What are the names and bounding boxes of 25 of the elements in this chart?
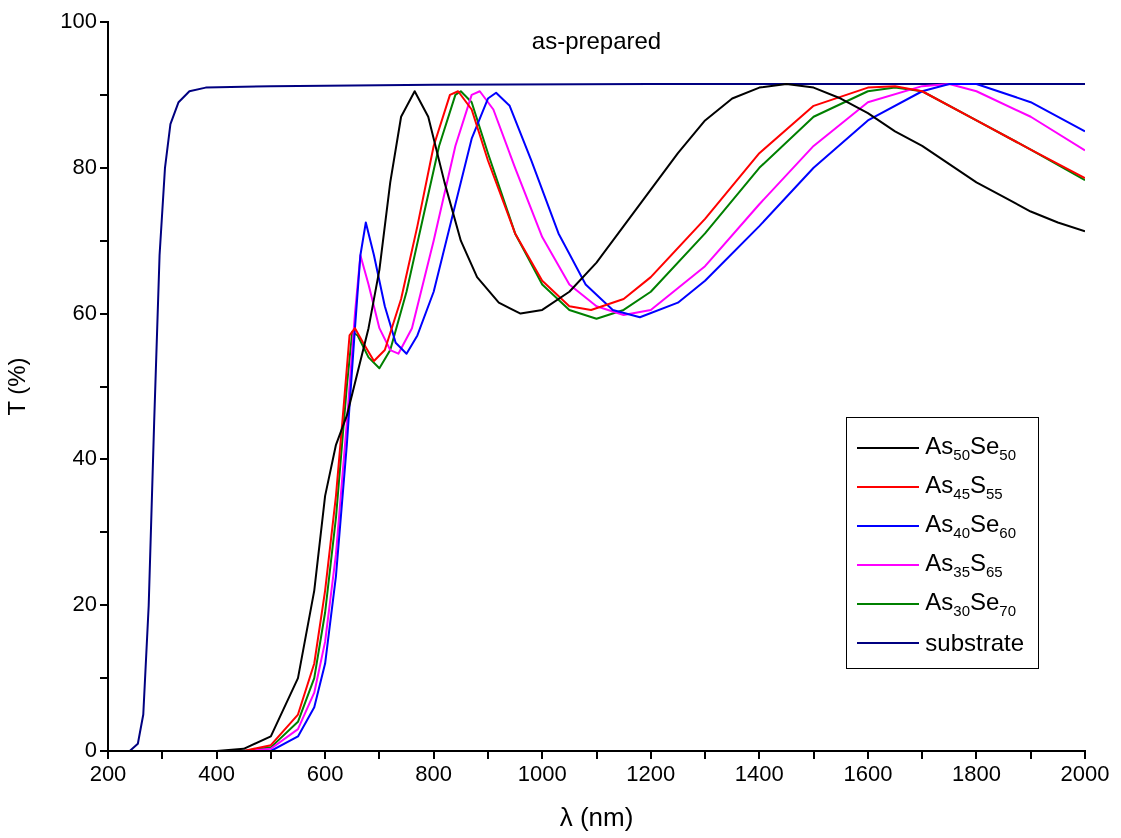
- x-tick-label: 1000: [517, 761, 567, 787]
- x-tick-label: 1400: [734, 761, 784, 787]
- legend-label: As$_{40}$Se$_{60}$: [925, 510, 1017, 541]
- x-tick-label: 400: [198, 761, 235, 787]
- x-tick-label: 200: [89, 761, 127, 787]
- y-tick-label: 40: [72, 445, 97, 471]
- x-tick-label: 600: [306, 761, 344, 787]
- x-tick-label: 2000: [1060, 761, 1110, 787]
- x-axis-title: λ (nm): [559, 801, 634, 832]
- x-tick-label: 1800: [951, 761, 1001, 787]
- x-tick-label: 800: [415, 761, 453, 787]
- legend-label: As$_{45}$S$_{55}$: [925, 471, 1003, 502]
- x-tick-label: 1600: [843, 761, 893, 787]
- chart-title: as-prepared: [531, 26, 662, 54]
- y-tick-label: 80: [72, 153, 97, 179]
- legend-label: As$_{50}$Se$_{50}$: [925, 432, 1017, 463]
- y-tick-label: 60: [72, 299, 97, 325]
- y-axis-title: T (%): [3, 357, 31, 416]
- x-tick-label: 1200: [626, 761, 676, 787]
- y-tick-label: 20: [72, 591, 97, 617]
- legend-label: substrate: [925, 628, 1024, 657]
- y-tick-label: 100: [60, 8, 97, 34]
- legend-label: As$_{30}$Se$_{70}$: [925, 588, 1017, 619]
- y-tick-label: 0: [84, 737, 97, 763]
- legend-label: As$_{35}$S$_{65}$: [925, 549, 1003, 580]
